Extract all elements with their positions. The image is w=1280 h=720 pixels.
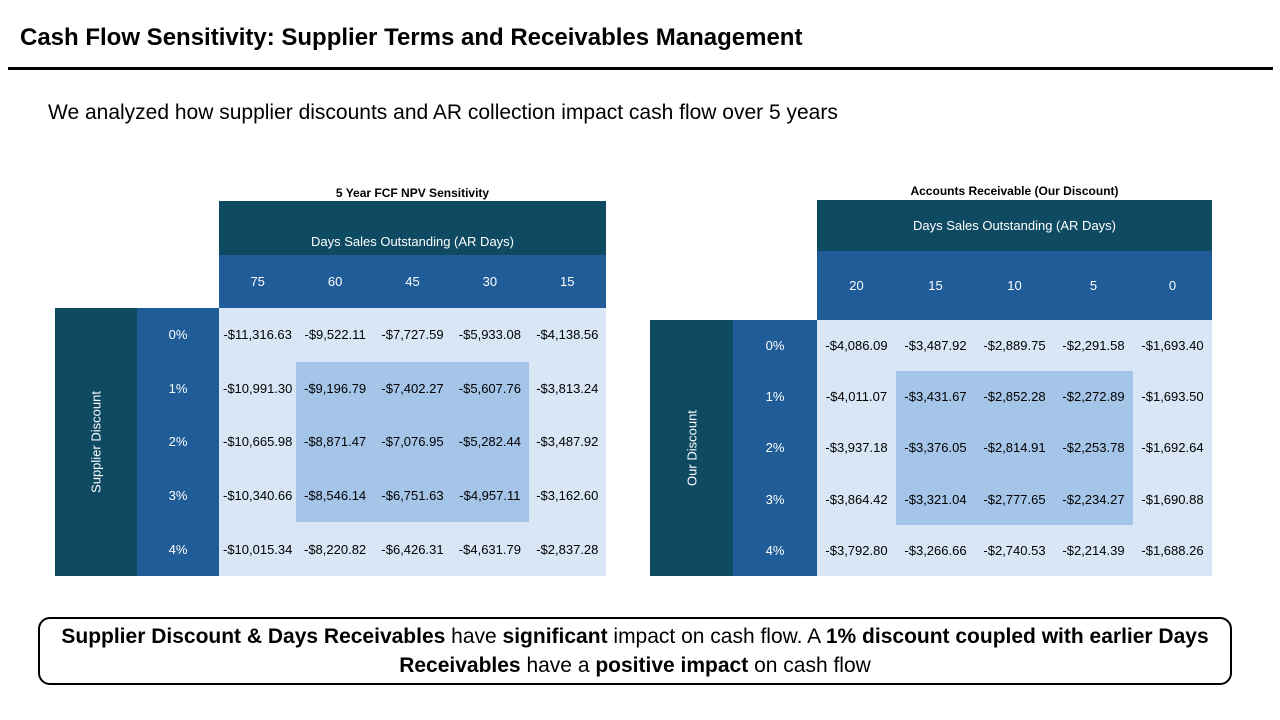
data-cell: -$3,937.18 [825, 440, 888, 456]
row-group-header [650, 320, 733, 576]
data-cell: -$4,957.11 [459, 488, 521, 504]
data-cell: -$3,487.92 [536, 434, 599, 450]
data-cell: -$7,727.59 [381, 327, 444, 343]
data-cell: -$4,086.09 [825, 338, 888, 354]
row-header: 2% [765, 440, 785, 456]
row-header: 0% [168, 327, 188, 343]
data-cell: -$8,546.14 [304, 488, 367, 504]
key-takeaway-callout: Supplier Discount & Days Receivables hav… [38, 617, 1232, 685]
row-header-band [733, 320, 817, 576]
title-divider [8, 67, 1273, 70]
data-cell: -$3,813.24 [536, 380, 599, 396]
column-header: 60 [327, 274, 343, 289]
data-cell: -$1,693.50 [1141, 389, 1204, 405]
data-cell: -$3,487.92 [904, 338, 967, 354]
data-cell: -$3,864.42 [825, 491, 888, 507]
data-cell: -$10,665.98 [222, 434, 293, 450]
data-cell: -$4,631.79 [458, 541, 521, 557]
data-cell: -$5,933.08 [458, 327, 521, 343]
data-cell: -$7,076.95 [381, 434, 444, 450]
data-cell: -$2,234.27 [1062, 491, 1125, 507]
data-cell: -$2,852.28 [983, 389, 1046, 405]
data-cell: -$2,214.39 [1062, 542, 1125, 558]
data-cell: -$2,253.78 [1062, 440, 1125, 456]
data-cell: -$3,321.04 [904, 491, 967, 507]
row-header-band [137, 308, 219, 576]
row-group-label: Our Discount [684, 410, 699, 486]
callout-text: Supplier Discount & Days Receivables hav… [60, 622, 1210, 680]
column-header: 0 [1168, 278, 1177, 293]
data-cell: -$4,138.56 [536, 327, 599, 343]
data-cell: -$11,316.63 [223, 327, 292, 343]
column-header-band [817, 251, 1212, 320]
data-cell: -$5,607.76 [458, 380, 521, 396]
column-header: 5 [1089, 278, 1098, 293]
row-header: 3% [168, 488, 188, 504]
data-cell: -$10,015.34 [222, 541, 293, 557]
callout-emphasis: 1% discount coupled with earlier Days Re… [399, 625, 1209, 677]
data-cell: -$1,693.40 [1141, 338, 1204, 354]
column-header: 30 [482, 274, 498, 289]
data-cell: -$3,162.60 [536, 488, 599, 504]
callout-segment: impact on cash flow. A [607, 625, 826, 648]
column-group-header: Days Sales Outstanding (AR Days) [219, 201, 606, 255]
data-cell: -$1,690.88 [1141, 491, 1204, 507]
data-cell: -$3,376.05 [904, 440, 967, 456]
row-group-header [55, 308, 137, 576]
row-header: 0% [765, 338, 785, 354]
data-cell: -$1,692.64 [1141, 440, 1204, 456]
data-cell: -$10,340.66 [222, 488, 293, 504]
data-cell: -$2,272.89 [1062, 389, 1125, 405]
row-group-label: Supplier Discount [88, 391, 104, 493]
table1-title: 5 Year FCF NPV Sensitivity [335, 186, 490, 200]
data-cell: -$2,291.58 [1062, 338, 1125, 354]
callout-emphasis: positive impact [595, 654, 749, 677]
data-cell: -$4,011.07 [825, 389, 888, 405]
data-cell: -$3,792.80 [825, 542, 888, 558]
data-cell: -$8,871.47 [304, 434, 367, 450]
data-cell: -$2,837.28 [536, 541, 599, 557]
row-header: 4% [168, 541, 188, 557]
data-cell: -$1,688.26 [1141, 542, 1204, 558]
data-cell: -$6,426.31 [381, 541, 444, 557]
data-cell: -$3,266.66 [904, 542, 967, 558]
highlight-region [896, 371, 1133, 525]
column-header: 45 [405, 274, 420, 289]
data-cell: -$9,196.79 [304, 380, 367, 396]
callout-segment: on cash flow [748, 654, 871, 677]
data-cell: -$8,220.82 [304, 541, 367, 557]
callout-emphasis: significant [502, 625, 608, 648]
row-header: 1% [168, 380, 188, 396]
data-cell: -$6,751.63 [381, 488, 444, 504]
column-header: 75 [250, 274, 265, 289]
column-header: 15 [928, 278, 943, 293]
callout-segment: have [445, 625, 503, 648]
column-header: 20 [849, 278, 864, 293]
data-cell: -$3,431.67 [904, 389, 967, 405]
callout-emphasis: Supplier Discount & Days Receivables [61, 625, 446, 648]
highlight-region [296, 361, 529, 523]
column-header-band [219, 255, 606, 308]
column-header: 15 [560, 274, 575, 289]
data-cell: -$5,282.44 [458, 434, 521, 450]
callout-segment: have a [520, 654, 596, 677]
data-cell: -$10,991.30 [222, 380, 293, 396]
row-header: 3% [765, 491, 785, 507]
slide-subtitle: We analyzed how supplier discounts and A… [48, 101, 838, 124]
column-header: 10 [1007, 278, 1022, 293]
column-group-header: Days Sales Outstanding (AR Days) [817, 200, 1212, 251]
row-header: 1% [765, 389, 785, 405]
row-header: 2% [168, 434, 188, 450]
data-cell: -$7,402.27 [381, 380, 444, 396]
slide-title: Cash Flow Sensitivity: Supplier Terms an… [20, 24, 803, 51]
data-cell: -$2,889.75 [983, 338, 1046, 354]
row-header: 4% [765, 542, 785, 558]
data-cell: -$9,522.11 [304, 327, 366, 343]
data-cell: -$2,777.65 [983, 491, 1046, 507]
data-cell: -$2,814.91 [983, 440, 1046, 456]
data-cell: -$2,740.53 [983, 542, 1046, 558]
table2-title: Accounts Receivable (Our Discount) [910, 184, 1119, 198]
